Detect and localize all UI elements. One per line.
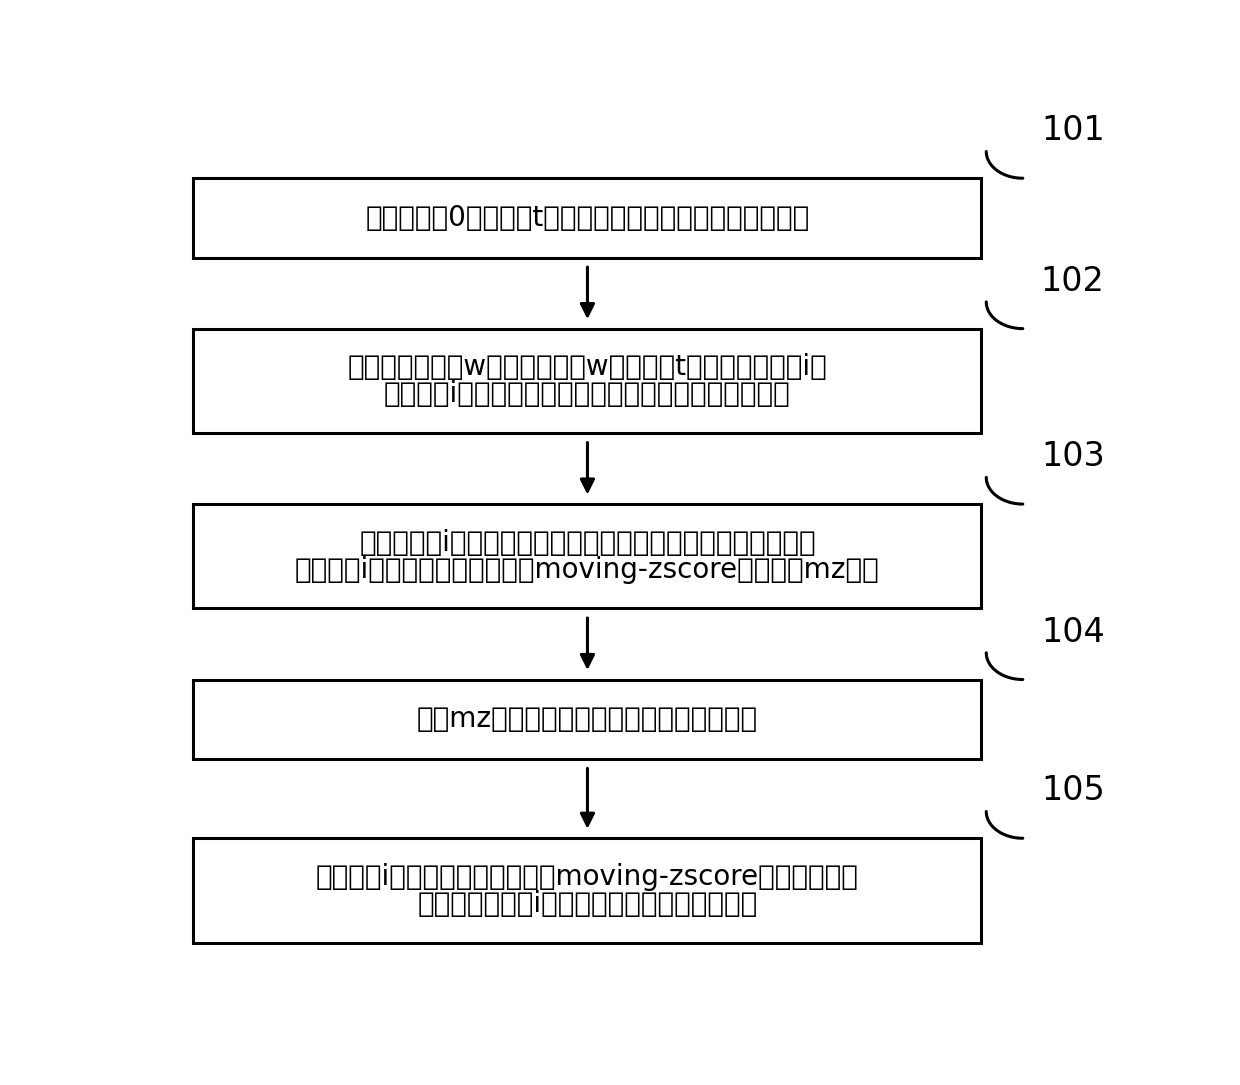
Text: 根据时间点i对应的时间窗内疾病监测数据的均值和标准差，计: 根据时间点i对应的时间窗内疾病监测数据的均值和标准差，计 bbox=[360, 528, 816, 557]
Text: 103: 103 bbox=[1040, 441, 1105, 473]
Text: 根据mz列表确定时间序列数据的异常值阈值: 根据mz列表确定时间序列数据的异常值阈值 bbox=[417, 705, 758, 733]
Text: 算时间点i对应的时间窗内疾病监测数据的均值和标准差: 算时间点i对应的时间窗内疾病监测数据的均值和标准差 bbox=[384, 381, 791, 408]
Text: 104: 104 bbox=[1040, 615, 1105, 649]
Text: 算时间点i对应的疾病监测数据的moving-zscore值，得到mz列表: 算时间点i对应的疾病监测数据的moving-zscore值，得到mz列表 bbox=[295, 556, 880, 584]
Text: 102: 102 bbox=[1040, 265, 1105, 297]
Bar bbox=[193, 178, 982, 257]
Text: 选取时间窗大小w，针对时间点w至时间点t中的每个时间点i计: 选取时间窗大小w，针对时间点w至时间点t中的每个时间点i计 bbox=[347, 354, 827, 381]
Bar bbox=[193, 679, 982, 758]
Bar bbox=[193, 839, 982, 943]
Text: 获取时间点0到时间点t的疾病监测数据，构成时间序列数据: 获取时间点0到时间点t的疾病监测数据，构成时间序列数据 bbox=[366, 204, 810, 232]
Text: 105: 105 bbox=[1040, 775, 1105, 807]
Text: 若时间点i对应的疾病监测数据的moving-zscore值大于异常值: 若时间点i对应的疾病监测数据的moving-zscore值大于异常值 bbox=[316, 863, 859, 891]
Text: 101: 101 bbox=[1040, 114, 1105, 148]
Text: 阈值，则时间点i对应的疾病监测数据为异常值: 阈值，则时间点i对应的疾病监测数据为异常值 bbox=[418, 890, 758, 918]
Bar bbox=[193, 505, 982, 609]
Bar bbox=[193, 329, 982, 433]
